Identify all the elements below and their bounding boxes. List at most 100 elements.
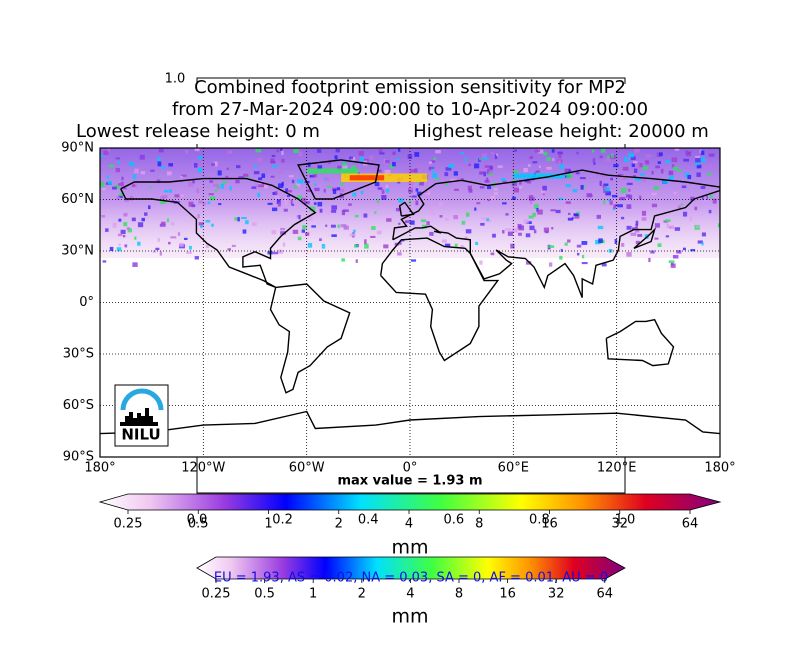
plume-dot <box>132 184 136 187</box>
plume-dot <box>572 189 578 193</box>
plume-dot <box>450 178 456 182</box>
plume-dot <box>670 224 674 229</box>
plume-dot <box>634 148 640 153</box>
logo: NILU <box>114 384 169 447</box>
plume-dot <box>684 172 690 178</box>
plume-dot <box>703 196 707 201</box>
plume-dot <box>591 149 595 153</box>
plume-dot <box>623 158 630 162</box>
plume-dot <box>281 158 285 163</box>
plume-dot <box>576 244 582 248</box>
plume-dot <box>398 198 404 203</box>
colorbar-tick-label: 8 <box>455 587 463 602</box>
plume-dot <box>161 165 166 169</box>
plume-dot <box>419 181 424 186</box>
plume-dot <box>276 149 280 153</box>
plume-dot <box>293 149 300 154</box>
plume-dot <box>576 151 579 155</box>
colorbar-tick-label: 1 <box>264 517 272 532</box>
plume-dot <box>258 184 264 188</box>
plume-dot <box>677 205 681 209</box>
colorbar-tick-label: 0.5 <box>254 587 275 602</box>
plume-dot <box>557 151 563 155</box>
plume-dot <box>651 192 657 196</box>
plume-dot <box>513 187 519 193</box>
plume-dot <box>530 200 533 204</box>
coastline <box>297 159 380 200</box>
plume-dot <box>645 154 652 158</box>
plume-dot <box>474 163 480 169</box>
plume-dot <box>699 149 702 154</box>
plume-dot <box>514 149 517 152</box>
plume-dot <box>301 197 306 202</box>
plume-dot <box>505 213 509 216</box>
plume-dot <box>461 178 464 182</box>
plume-dot <box>118 183 122 186</box>
plume-dot <box>306 189 311 193</box>
lon-label: 120°E <box>597 461 637 476</box>
plume-dot <box>108 164 115 168</box>
region-summary: EU = 1.93, AS = 0.02, NA = 0.03, SA = 0,… <box>214 571 608 586</box>
plume-dot <box>102 260 107 263</box>
plume-dot <box>358 150 364 156</box>
plume-dot <box>696 164 702 169</box>
plume-dot <box>552 158 555 161</box>
plume-dot <box>314 183 317 186</box>
plume-dot <box>281 150 284 156</box>
plume-dot <box>534 204 539 209</box>
plume-dot <box>117 233 123 237</box>
plume-dot <box>639 195 642 200</box>
plume-dot <box>292 229 299 234</box>
plume-dot <box>672 166 678 170</box>
plume-dot <box>120 229 126 235</box>
plume-dot <box>339 195 344 199</box>
plume-dot <box>535 170 540 173</box>
plume-dot <box>481 217 488 220</box>
plume-dot <box>351 157 356 161</box>
plume-dot <box>236 165 241 169</box>
plume-dot <box>439 215 443 218</box>
plume-dot <box>681 185 687 189</box>
plume-dot <box>174 194 180 198</box>
plume-dot <box>671 164 675 168</box>
plume-dot <box>639 173 645 176</box>
plume-dot <box>330 209 337 213</box>
plume-dot <box>479 186 485 189</box>
plume-dot <box>632 227 637 230</box>
plume-dot <box>183 237 188 240</box>
plume-dot <box>581 241 588 245</box>
plume-dot <box>251 186 257 189</box>
plume-dot <box>579 177 586 180</box>
plume-dot <box>205 220 211 223</box>
plume-dot <box>287 190 293 193</box>
plume-dot <box>336 187 341 191</box>
plume-dot <box>396 158 400 161</box>
plume-dot <box>614 238 618 244</box>
plume-dot <box>198 222 204 226</box>
coastline <box>100 410 720 435</box>
plume-dot <box>430 210 436 215</box>
colorbar-tick-label: 32 <box>611 517 628 532</box>
title: from 27-Mar-2024 09:00:00 to 10-Apr-2024… <box>172 99 648 120</box>
plume-dot <box>376 169 382 173</box>
plume-dot <box>253 171 260 175</box>
lon-label: 180° <box>84 461 115 476</box>
plume-dot <box>107 148 111 153</box>
title-backdrop <box>100 84 720 144</box>
plume-dot <box>564 168 571 174</box>
plume-dot <box>614 204 618 207</box>
plume-dot <box>127 228 132 233</box>
plume-dot <box>152 250 157 253</box>
plume-dot <box>342 162 347 166</box>
plume-dot <box>140 171 146 175</box>
plume-dot <box>619 197 626 201</box>
plume-dot <box>197 167 203 173</box>
plume-dot <box>430 160 436 163</box>
plume-dot <box>633 168 638 173</box>
plume-dot <box>532 212 537 217</box>
plume-dot <box>510 243 515 249</box>
plume-dot <box>428 167 432 171</box>
plume-dot <box>690 196 695 201</box>
plume-dot <box>654 237 659 240</box>
lat-label: 30°S <box>63 347 94 362</box>
